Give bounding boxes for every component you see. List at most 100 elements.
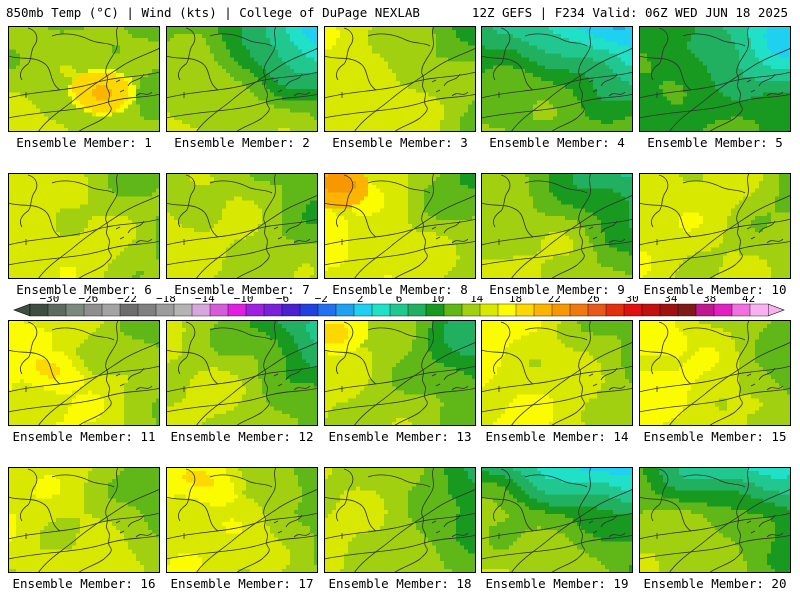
- map-contour: [708, 117, 736, 132]
- map-contour: [736, 26, 750, 75]
- map-contour: [8, 93, 160, 119]
- colorbar-bin: [389, 303, 409, 317]
- map-contour: [419, 514, 428, 560]
- colorbar-bin: [587, 303, 607, 317]
- wind-barb: [498, 373, 598, 392]
- map-contour: [8, 387, 160, 413]
- temperature-field: [8, 26, 160, 132]
- map-contour: [421, 467, 435, 516]
- map-contour: [578, 467, 592, 516]
- colorbar-arrow-max: [767, 303, 785, 317]
- wind-barb: [183, 520, 283, 539]
- map-lines: [481, 320, 633, 426]
- colorbar-tick-label: −22: [117, 296, 137, 305]
- map-contour: [77, 411, 105, 426]
- ensemble-member-panel: Ensemble Member: 17: [166, 467, 318, 591]
- colorbar-bin: [155, 303, 175, 317]
- map-contour: [8, 240, 160, 266]
- panel-border: [481, 320, 633, 426]
- map-contour: [421, 173, 435, 222]
- member-label: Ensemble Member: 15: [635, 429, 795, 444]
- map-contour: [285, 367, 311, 391]
- map-contour: [578, 26, 592, 75]
- temperature-field: [324, 173, 476, 279]
- temperature-map: [481, 320, 633, 426]
- map-contour: [493, 321, 511, 375]
- colorbar-bin: [101, 303, 121, 317]
- map-contour: [263, 173, 277, 222]
- member-label: Ensemble Member: 5: [635, 135, 795, 150]
- map-contour: [324, 55, 377, 91]
- map-contour: [443, 73, 469, 97]
- map-contour: [103, 220, 112, 266]
- colorbar-tick-label: −18: [156, 296, 176, 305]
- colorbar-tick-label: −2: [315, 296, 328, 305]
- map-contour: [682, 180, 746, 194]
- map-contour: [336, 27, 354, 81]
- map-contour: [682, 33, 746, 47]
- colorbar-bin: [173, 303, 193, 317]
- map-contour: [668, 488, 791, 573]
- map-lines: [166, 467, 318, 573]
- map-contour: [195, 341, 318, 426]
- colorbar-bin: [623, 303, 643, 317]
- colorbar-bin: [227, 303, 247, 317]
- map-contour: [336, 321, 354, 375]
- map-contour: [510, 488, 633, 573]
- temperature-map: [481, 173, 633, 279]
- colorbar-tick-label: 38: [703, 296, 716, 305]
- map-contour: [324, 93, 476, 119]
- map-contour: [178, 321, 196, 375]
- map-contour: [324, 496, 377, 532]
- ensemble-member-panel: Ensemble Member: 9: [481, 173, 633, 297]
- map-contour: [324, 240, 476, 266]
- ensemble-member-panel: Ensemble Member: 19: [481, 467, 633, 591]
- map-contour: [51, 474, 115, 488]
- map-contour: [758, 220, 784, 244]
- temperature-field: [481, 320, 633, 426]
- map-contour: [524, 327, 588, 341]
- map-contour: [481, 349, 534, 385]
- valid-time: 12Z GEFS | F234 Valid: 06Z WED JUN 18 20…: [472, 5, 788, 20]
- map-contour: [443, 220, 469, 244]
- colorbar-tick-label: 14: [470, 296, 484, 305]
- map-contour: [285, 220, 311, 244]
- map-contour: [758, 514, 784, 538]
- member-label: Ensemble Member: 8: [320, 282, 480, 297]
- map-contour: [261, 73, 270, 119]
- map-contour: [510, 194, 633, 279]
- map-contour: [493, 174, 511, 228]
- map-contour: [261, 220, 270, 266]
- wind-barb: [25, 79, 125, 98]
- member-label: Ensemble Member: 12: [162, 429, 322, 444]
- map-contour: [481, 496, 534, 532]
- map-contour: [166, 496, 219, 532]
- map-contour: [708, 558, 736, 573]
- panel-border: [8, 320, 160, 426]
- map-lines: [8, 320, 160, 426]
- map-lines: [166, 26, 318, 132]
- colorbar-bin: [551, 303, 571, 317]
- map-lines: [481, 173, 633, 279]
- member-label: Ensemble Member: 14: [477, 429, 637, 444]
- map-contour: [105, 173, 119, 222]
- map-contour: [105, 26, 119, 75]
- map-contour: [651, 468, 669, 522]
- map-contour: [235, 264, 263, 279]
- map-contour: [481, 240, 633, 266]
- colorbar-bin: [407, 303, 427, 317]
- member-label: Ensemble Member: 7: [162, 282, 322, 297]
- map-contour: [393, 411, 421, 426]
- map-contour: [367, 33, 431, 47]
- map-contour: [336, 468, 354, 522]
- temperature-field: [639, 173, 791, 279]
- colorbar-bin: [569, 303, 589, 317]
- map-contour: [550, 117, 578, 132]
- wind-barb: [341, 520, 441, 539]
- map-contour: [263, 26, 277, 75]
- map-contour: [324, 349, 377, 385]
- map-contour: [195, 47, 318, 132]
- map-lines: [639, 173, 791, 279]
- colorbar-bin: [713, 303, 733, 317]
- ensemble-member-panel: Ensemble Member: 2: [166, 26, 318, 150]
